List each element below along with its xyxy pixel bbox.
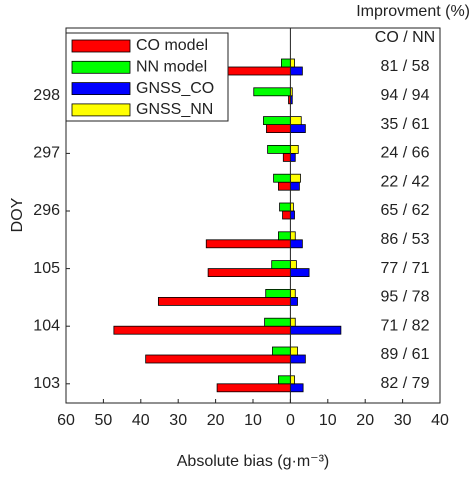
improvement-label: 89 / 61 — [381, 346, 430, 363]
bar — [289, 375, 295, 385]
x-tick-label: 10 — [319, 412, 337, 429]
bar — [272, 346, 291, 356]
bar — [278, 181, 291, 191]
improvement-label: 94 / 94 — [381, 87, 430, 104]
bar — [282, 152, 291, 162]
bar — [113, 325, 291, 335]
bar — [266, 124, 291, 133]
bar — [157, 296, 291, 306]
improvement-label: 86 / 53 — [381, 231, 430, 248]
legend-label: CO model — [136, 37, 208, 54]
bar — [289, 288, 296, 298]
bar — [278, 375, 291, 385]
y-tick-label: 298 — [33, 87, 60, 104]
bar — [289, 116, 302, 125]
x-tick-label: 40 — [132, 412, 150, 429]
bar — [253, 87, 291, 97]
improvement-label: 82 / 79 — [381, 375, 430, 392]
bar — [289, 239, 303, 249]
bar — [289, 317, 296, 327]
legend-label: GNSS_CO — [136, 80, 214, 97]
improvement-label: 24 / 66 — [381, 145, 430, 162]
y-tick-label: 105 — [33, 260, 60, 277]
bar — [289, 325, 342, 335]
bar — [289, 354, 306, 364]
bar — [273, 173, 291, 183]
bar — [216, 383, 291, 393]
x-tick-label: 10 — [244, 412, 262, 429]
x-tick-label: 30 — [394, 412, 412, 429]
annotation-subheader: CO / NN — [375, 29, 435, 46]
bar — [289, 268, 310, 278]
improvement-label: 81 / 58 — [381, 58, 430, 75]
improvement-label: 35 / 61 — [381, 116, 430, 133]
bar — [282, 210, 291, 220]
bar — [205, 239, 291, 249]
legend-swatch — [71, 60, 131, 74]
improvement-label: 22 / 42 — [381, 173, 430, 190]
bar — [289, 181, 300, 191]
bar — [289, 260, 297, 270]
x-tick-label: 50 — [95, 412, 113, 429]
bar — [271, 260, 291, 270]
bar — [289, 58, 295, 68]
bar — [289, 346, 298, 356]
bar — [289, 210, 295, 220]
bar — [289, 383, 304, 393]
x-tick-label: 40 — [431, 412, 449, 429]
x-axis-label: Absolute bias (g·m⁻³) — [177, 453, 330, 470]
bar — [267, 144, 291, 154]
x-tick-label: 20 — [207, 412, 225, 429]
improvement-label: 95 / 78 — [381, 289, 430, 306]
bar — [278, 231, 291, 241]
bar — [263, 116, 291, 125]
x-tick-label: 20 — [356, 412, 374, 429]
bar — [265, 288, 291, 298]
bar — [289, 173, 301, 183]
bar — [281, 58, 291, 68]
improvement-label: 65 / 62 — [381, 202, 430, 219]
y-tick-label: 104 — [33, 317, 60, 334]
x-tick-label: 60 — [57, 412, 75, 429]
annotation-header: Improvment (%) — [356, 3, 470, 20]
y-tick-label: 296 — [33, 202, 60, 219]
bar — [279, 202, 291, 212]
legend-swatch — [71, 103, 131, 117]
bar — [264, 317, 291, 327]
bar — [226, 66, 291, 76]
bar — [207, 268, 291, 278]
improvement-label: 71 / 82 — [381, 317, 430, 334]
improvement-label: 77 / 71 — [381, 260, 430, 277]
legend-label: NN model — [136, 59, 207, 76]
y-axis-label: DOY — [9, 197, 26, 232]
y-tick-label: 103 — [33, 375, 60, 392]
bar — [289, 231, 296, 241]
x-tick-label: 0 — [286, 412, 295, 429]
bar — [289, 152, 296, 162]
legend-swatch — [71, 39, 131, 53]
bar — [289, 124, 306, 133]
bar — [289, 144, 299, 154]
bar — [289, 296, 298, 306]
y-tick-label: 297 — [33, 145, 60, 162]
bar — [145, 354, 291, 364]
bar — [289, 66, 303, 76]
x-tick-label: 30 — [169, 412, 187, 429]
legend-swatch — [71, 82, 131, 95]
legend-label: GNSS_NN — [136, 101, 213, 118]
